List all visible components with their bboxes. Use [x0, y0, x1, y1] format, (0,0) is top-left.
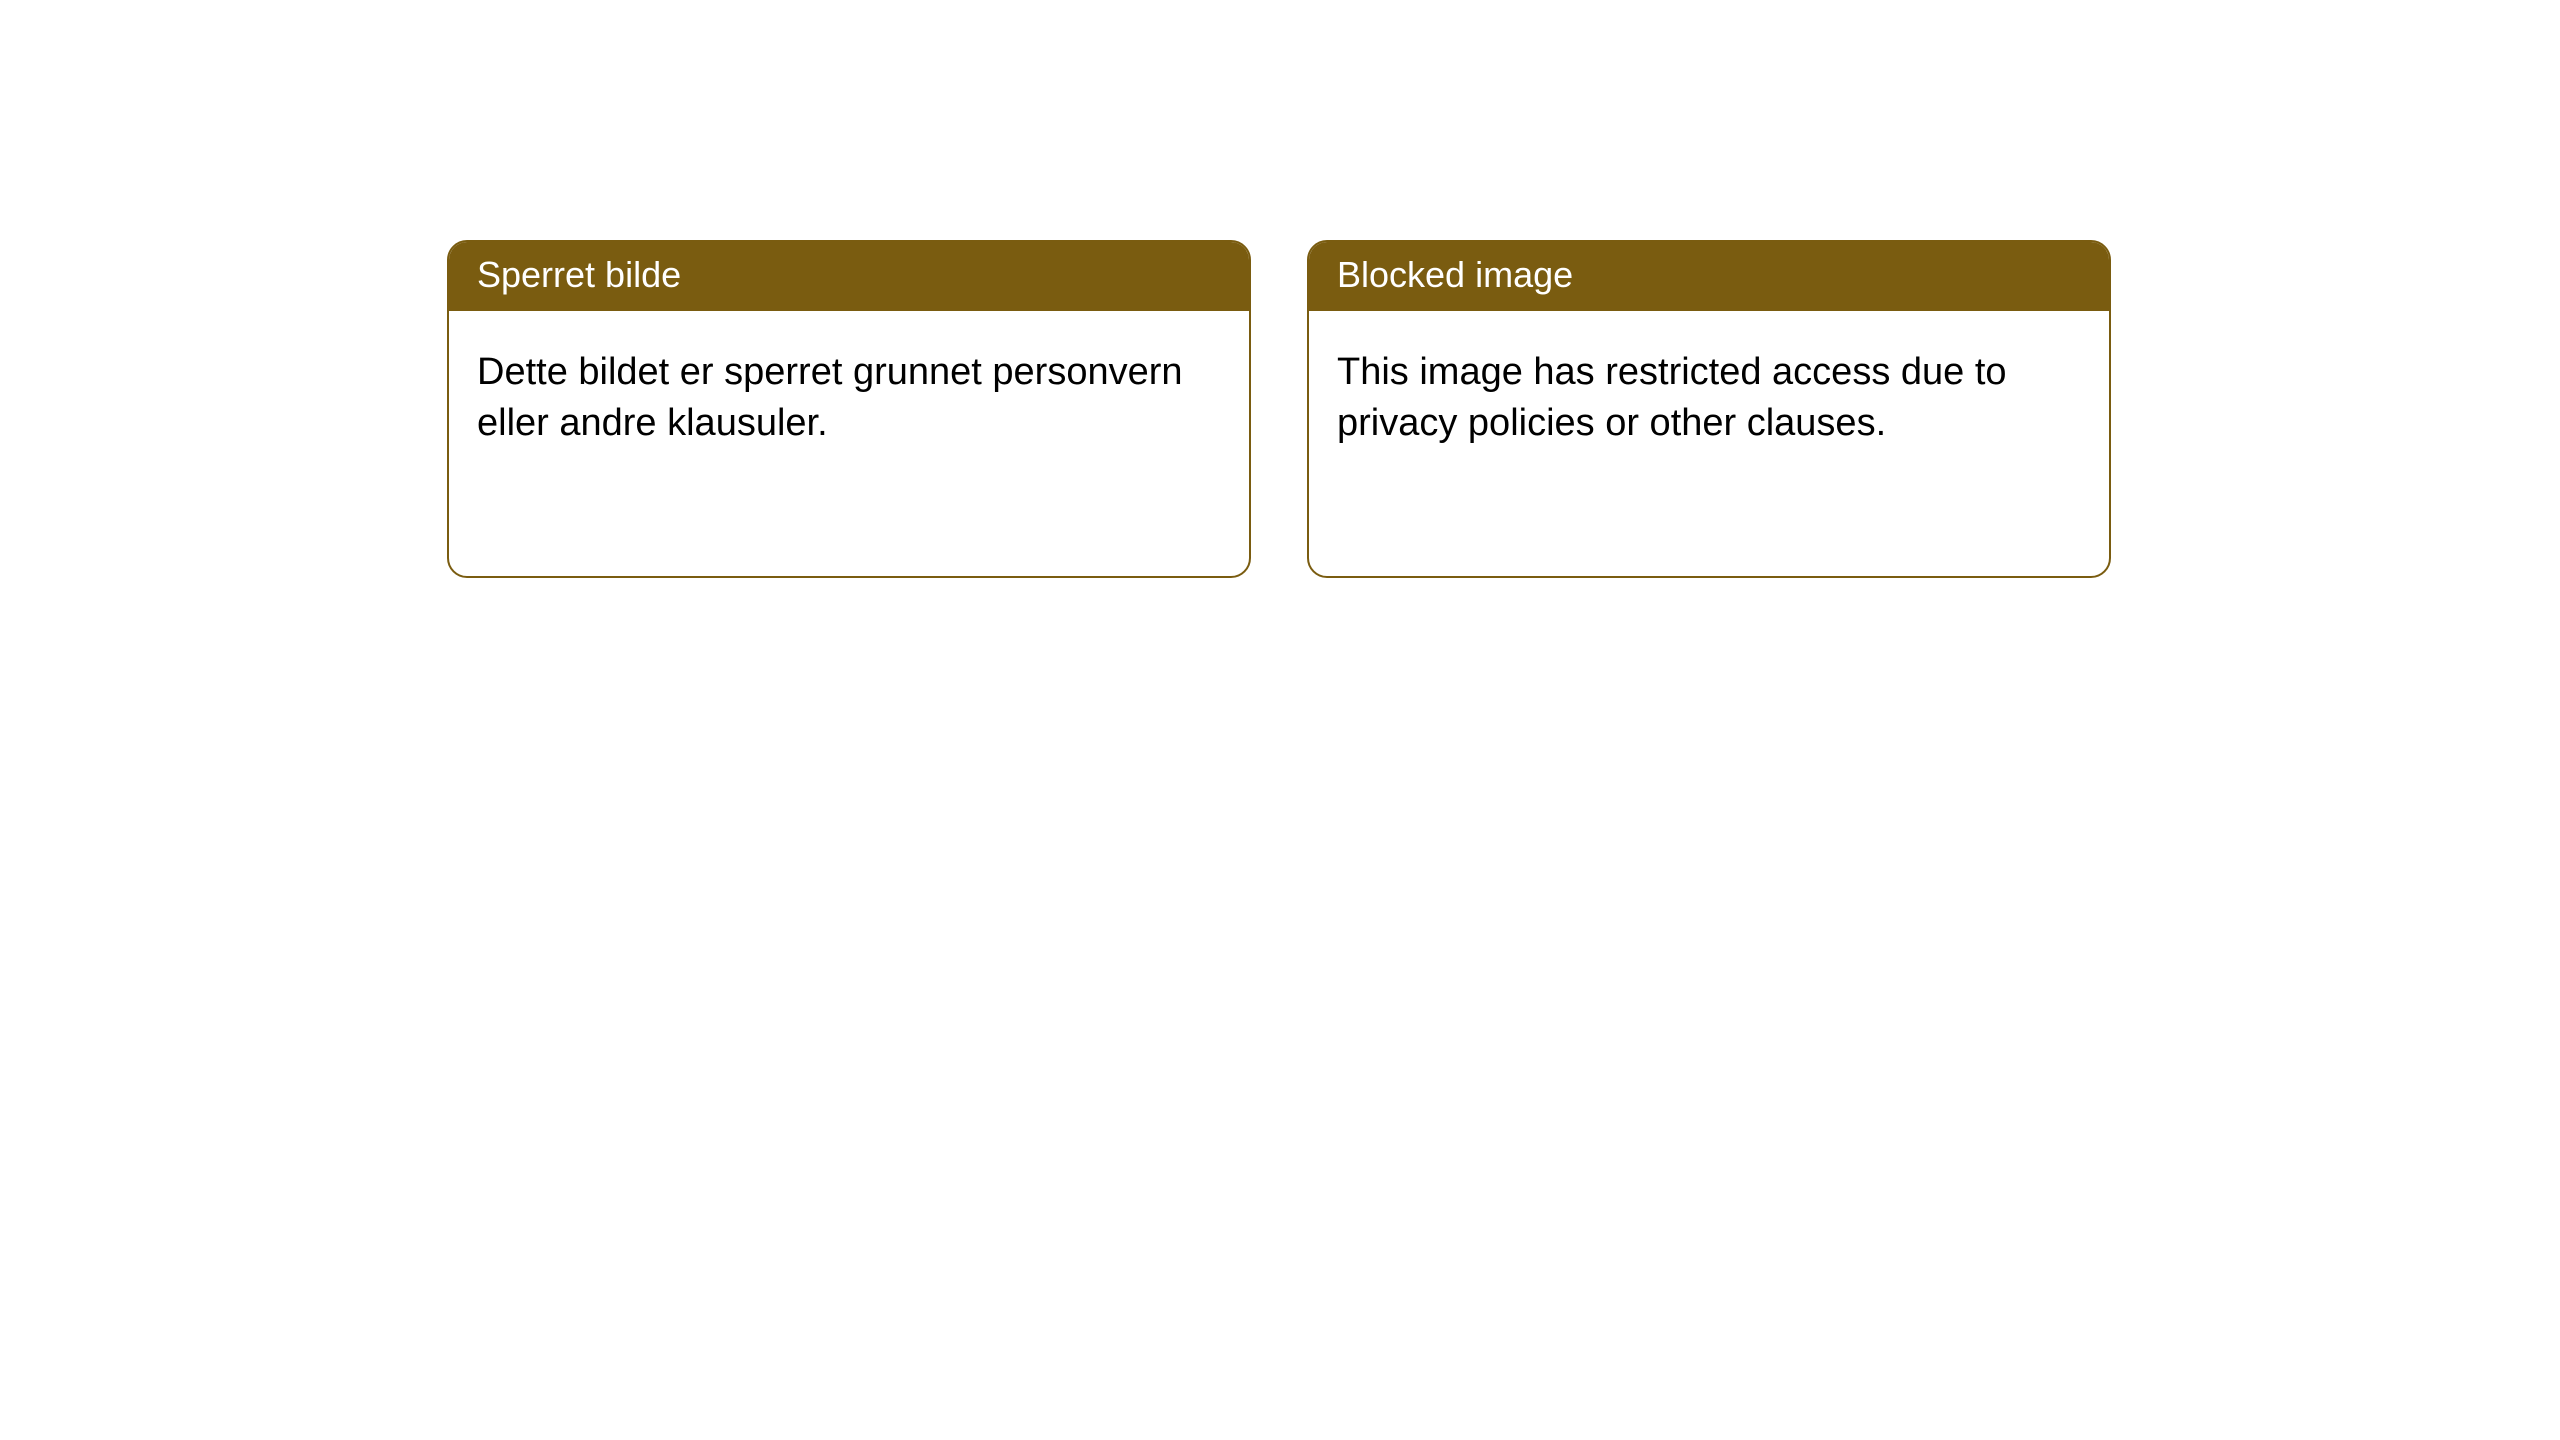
- notice-container: Sperret bilde Dette bildet er sperret gr…: [0, 0, 2560, 578]
- notice-card-english: Blocked image This image has restricted …: [1307, 240, 2111, 578]
- notice-card-norwegian: Sperret bilde Dette bildet er sperret gr…: [447, 240, 1251, 578]
- notice-header-english: Blocked image: [1309, 242, 2109, 311]
- notice-body-norwegian: Dette bildet er sperret grunnet personve…: [449, 311, 1249, 486]
- notice-body-english: This image has restricted access due to …: [1309, 311, 2109, 486]
- notice-header-norwegian: Sperret bilde: [449, 242, 1249, 311]
